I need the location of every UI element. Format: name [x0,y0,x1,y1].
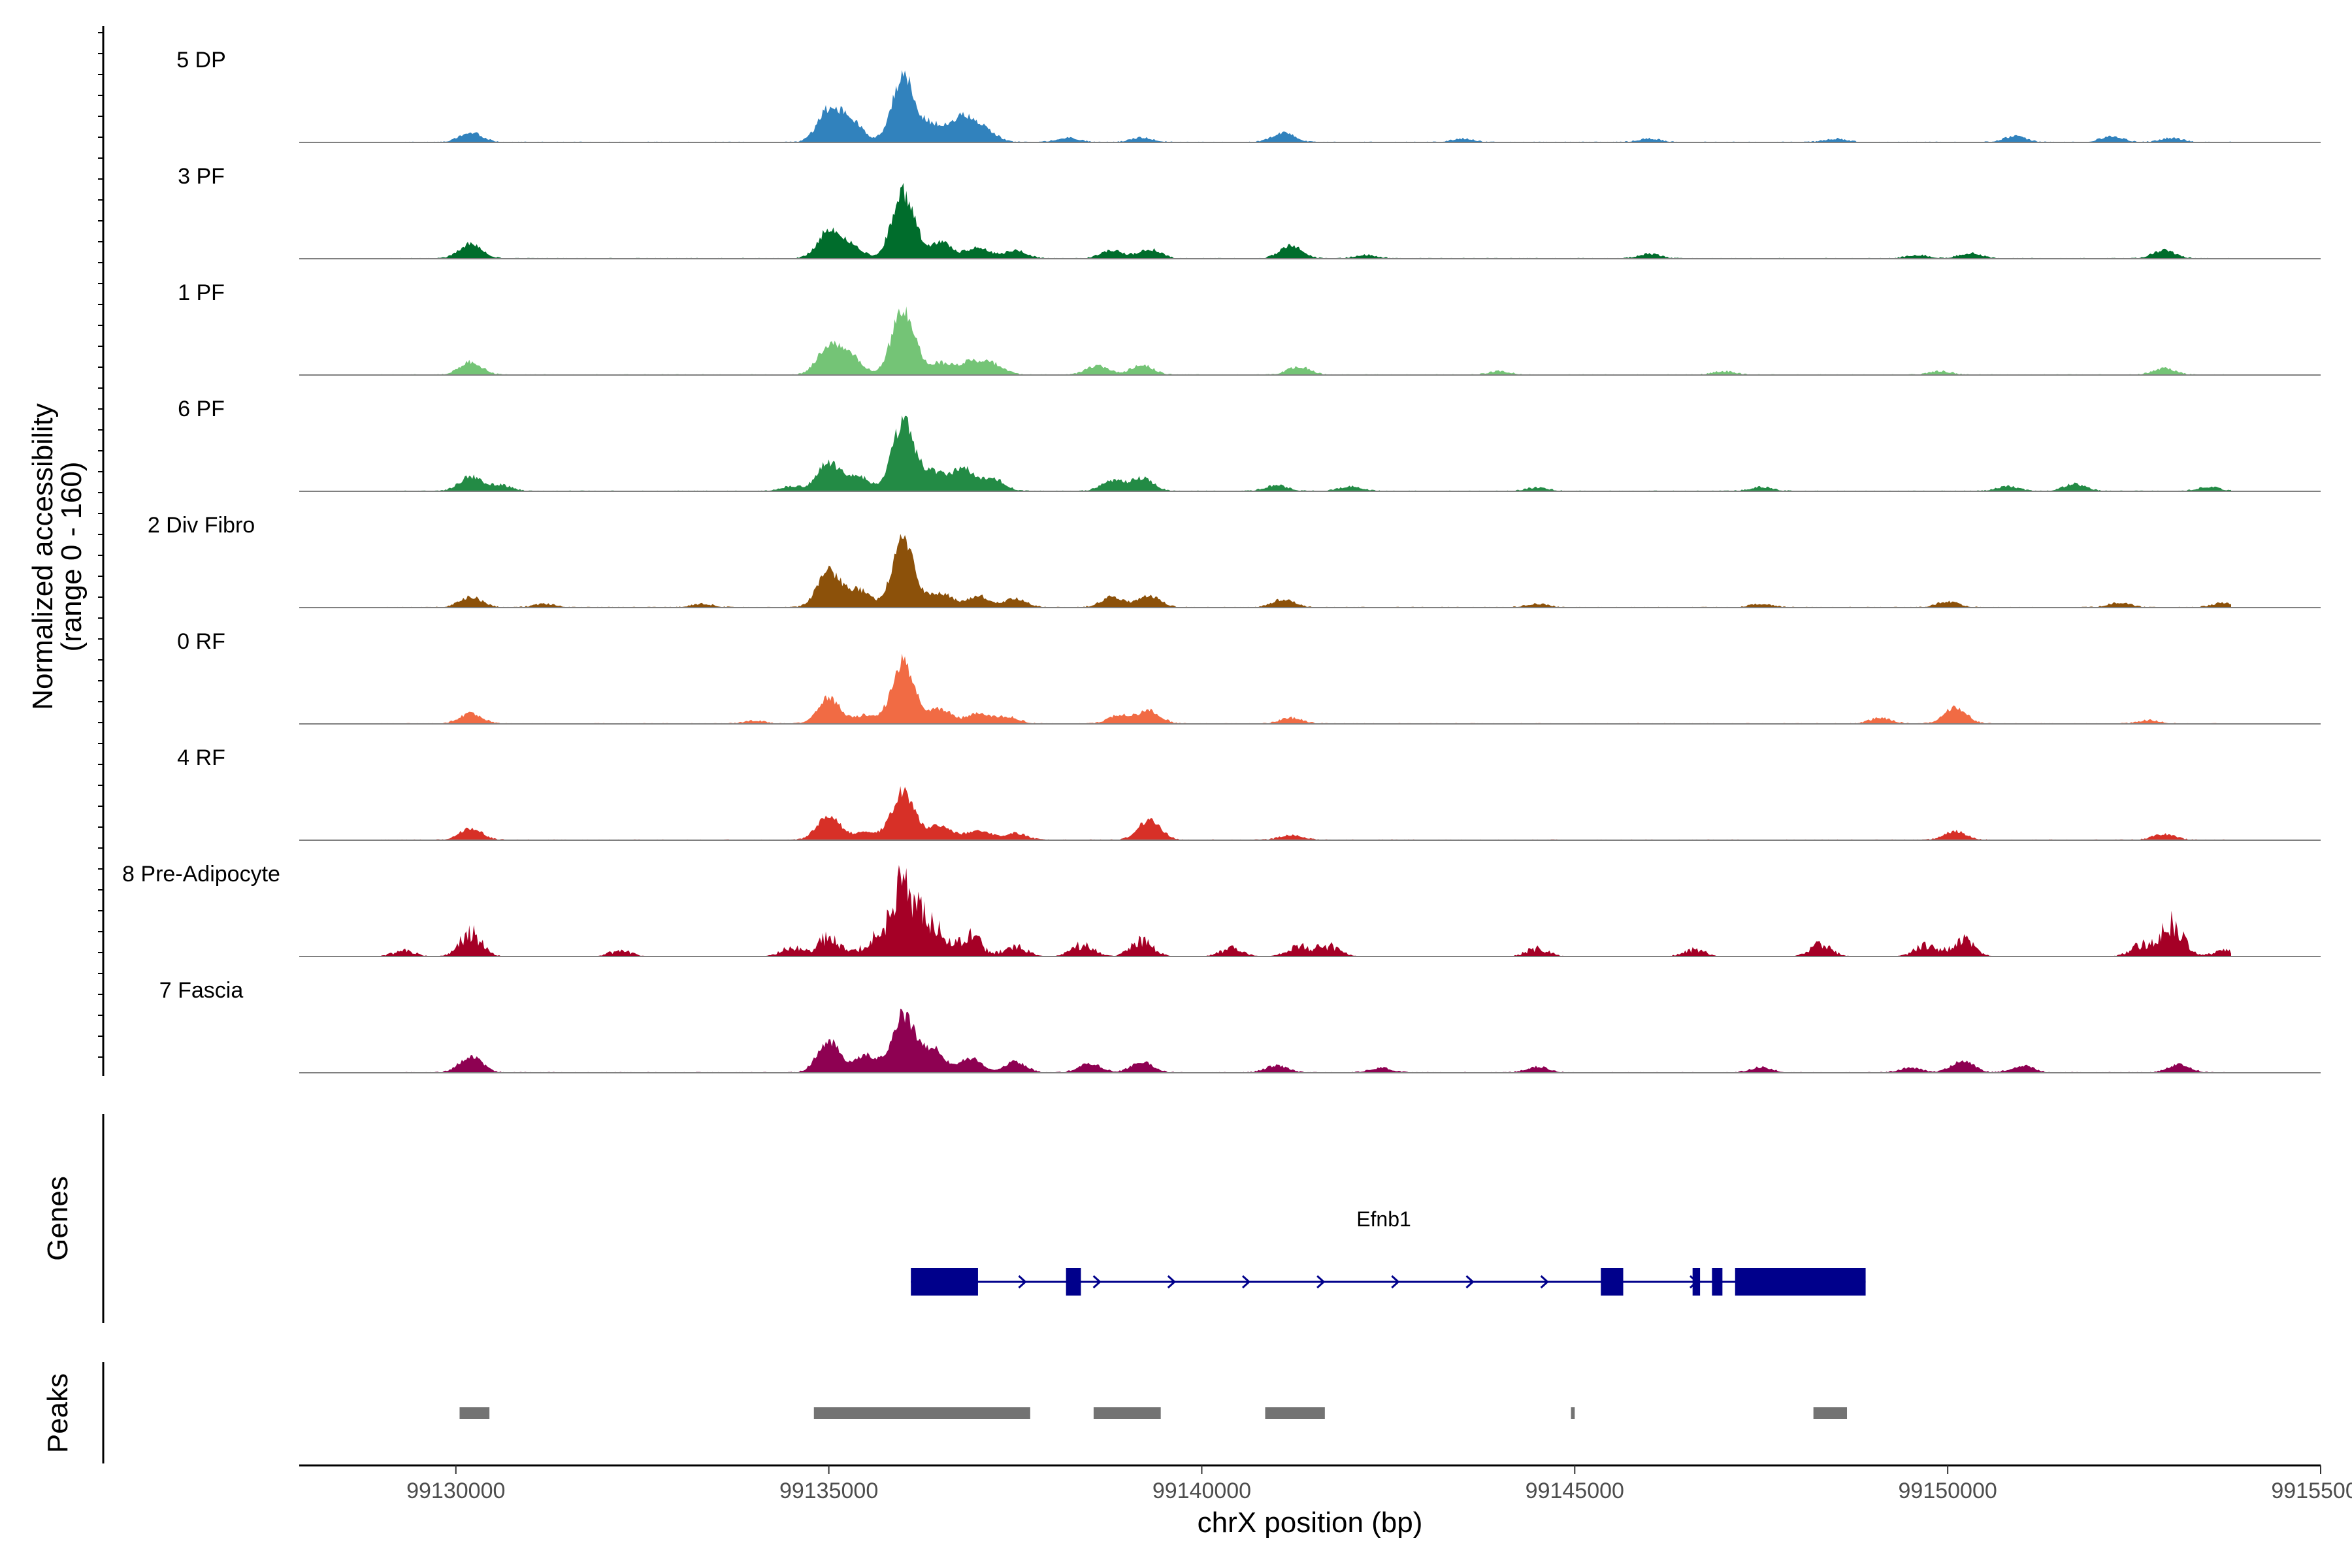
x-tick-label: 99150000 [1899,1478,1997,1503]
coverage-area-2-div-fibro [381,534,2231,608]
x-tick-label: 99130000 [406,1478,505,1503]
track-label: 0 RF [177,629,225,654]
track-label: 6 PF [178,397,225,421]
strand-arrow [1167,1275,1177,1289]
track-label: 2 Div Fibro [148,513,255,538]
track-5-dp: 5 DP [176,48,2321,143]
gene-exon [1712,1268,1723,1296]
peak-region [813,1407,1030,1419]
coverage-y-axis [98,26,105,1076]
strand-arrow [1241,1275,1251,1289]
track-label: 5 DP [176,48,226,73]
track-8-pre-adipocyte: 8 Pre-Adipocyte [122,862,2321,957]
peak-region [1093,1407,1161,1419]
genes-track-label: Genes [42,1176,74,1261]
strand-arrow [1316,1275,1326,1289]
track-label: 1 PF [178,280,225,305]
x-tick-label: 99145000 [1526,1478,1624,1503]
track-label: 7 Fascia [159,978,244,1003]
coverage-area-3-pf [381,183,2231,259]
strand-arrow [1391,1275,1400,1289]
strand-arrow [1465,1275,1475,1289]
track-6-pf: 6 PF [178,397,2321,492]
gene-exon [1601,1268,1624,1296]
x-axis-ticks: 99130000 99135000 99140000 99145000 99150000… [406,1465,2352,1503]
peak-region [1265,1407,1325,1419]
y-axis-title-line2: (range 0 - 160) [56,461,88,651]
strand-arrow [1540,1275,1549,1289]
peak-regions [459,1407,1848,1419]
track-3-pf: 3 PF [178,164,2321,259]
track-1-pf: 1 PF [178,280,2321,376]
coverage-area-1-pf [381,306,2231,375]
x-tick-label: 99140000 [1152,1478,1251,1503]
strand-arrow [1018,1275,1027,1289]
peak-region [459,1407,490,1419]
gene-exon [911,1268,978,1296]
track-7-fascia: 7 Fascia [159,978,2321,1073]
track-4-rf: 4 RF [177,745,2321,841]
coverage-tracks: 5 DP 3 PF 1 PF 6 PF 2 Div Fibro 0 RF 4 RF 8 Pre… [122,48,2321,1073]
gene-exon [1692,1268,1701,1296]
peak-region [1813,1407,1848,1419]
strand-arrow [1092,1275,1102,1289]
peak-region [1571,1407,1575,1419]
gene-name-label: Efnb1 [1356,1207,1411,1231]
y-axis-title-line1: Normalized accessibility [27,403,59,710]
track-label: 8 Pre-Adipocyte [122,862,280,887]
peaks-track-label: Peaks [42,1373,74,1453]
track-0-rf: 0 RF [177,629,2321,725]
gene-model-efnb1: Efnb1 [911,1207,1866,1296]
gene-exon [1735,1268,1866,1296]
track-2-div-fibro: 2 Div Fibro [148,513,2321,608]
track-label: 4 RF [177,745,225,770]
x-tick-label: 99135000 [779,1478,878,1503]
x-tick-label: 99155000 [2271,1478,2352,1503]
x-axis-title: chrX position (bp) [1198,1507,1423,1539]
coverage-area-5-dp [381,70,2231,142]
track-label: 3 PF [178,164,225,189]
gene-exon [1066,1268,1081,1296]
